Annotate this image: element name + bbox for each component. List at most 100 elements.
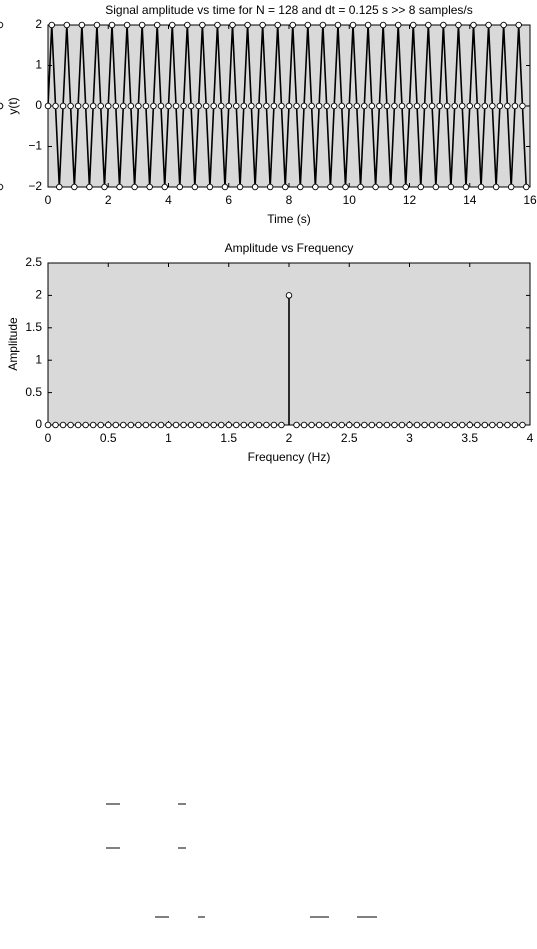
marker (315, 102, 323, 110)
marker (240, 421, 248, 429)
marker (229, 21, 236, 29)
marker (346, 102, 353, 110)
marker (300, 421, 308, 429)
marker (44, 102, 52, 110)
y-tick-label: 2.5 (25, 255, 42, 269)
y-tick-label: 2 (35, 288, 42, 302)
marker (233, 421, 240, 429)
marker (402, 183, 409, 191)
marker (206, 183, 214, 191)
x-tick-label: 4 (165, 193, 172, 207)
marker (210, 102, 217, 110)
marker (436, 421, 443, 429)
marker (255, 421, 263, 429)
x-tick-label: 10 (343, 193, 357, 207)
marker (82, 102, 89, 110)
marker (297, 183, 304, 191)
marker (93, 21, 101, 29)
marker (496, 102, 504, 110)
marker (522, 183, 530, 191)
marker (489, 102, 496, 110)
marker (406, 102, 413, 110)
marker (59, 421, 67, 429)
marker (274, 21, 281, 29)
y-tick-label: 1.5 (25, 320, 42, 334)
marker (101, 183, 108, 191)
marker (489, 421, 496, 429)
marker (67, 102, 74, 110)
marker (263, 102, 270, 110)
y-tick-label: 1 (35, 58, 42, 72)
marker (281, 183, 289, 191)
marker (240, 102, 248, 110)
marker (195, 102, 202, 110)
marker (150, 421, 157, 429)
marker (127, 102, 135, 110)
marker (462, 183, 470, 191)
marker (300, 102, 308, 110)
marker (323, 421, 330, 429)
marker (421, 102, 428, 110)
marker (285, 292, 293, 299)
marker (447, 183, 455, 191)
marker (304, 21, 312, 29)
marker (338, 102, 345, 110)
marker (436, 102, 443, 110)
marker (157, 102, 165, 110)
marker (142, 102, 150, 110)
marker (308, 102, 315, 110)
marker (421, 421, 428, 429)
marker (176, 183, 184, 191)
marker (410, 21, 417, 29)
marker (357, 183, 364, 191)
y-axis-label: y(t) (6, 97, 20, 114)
x-tick-label: 0 (45, 431, 52, 445)
marker (504, 102, 511, 110)
marker (142, 421, 150, 429)
marker (210, 421, 217, 429)
x-tick-label: 3 (406, 431, 413, 445)
x-axis-label: Frequency (Hz) (248, 450, 331, 464)
marker (52, 421, 59, 429)
x-tick-label: 4 (527, 431, 534, 445)
marker (315, 421, 323, 429)
marker (368, 102, 376, 110)
marker (153, 21, 161, 29)
marker (225, 421, 232, 429)
marker (278, 421, 285, 429)
marker (266, 183, 274, 191)
y-tick-label: −1 (28, 139, 42, 153)
marker (0, 21, 4, 29)
x-tick-label: 1 (165, 431, 172, 445)
marker (135, 421, 142, 429)
marker (376, 102, 383, 110)
marker (251, 183, 259, 191)
marker (78, 21, 86, 29)
x-tick-label: 1.5 (220, 431, 237, 445)
marker (383, 421, 391, 429)
marker (519, 421, 526, 429)
marker (293, 102, 300, 110)
overbars (106, 803, 377, 918)
marker (383, 102, 391, 110)
x-tick-label: 0.5 (100, 431, 117, 445)
marker (391, 102, 398, 110)
marker (172, 421, 180, 429)
marker (184, 21, 191, 29)
marker (44, 421, 52, 429)
marker (263, 421, 270, 429)
marker (112, 421, 120, 429)
marker (364, 21, 372, 29)
y-tick-label: 1 (35, 352, 42, 366)
marker (398, 421, 406, 429)
marker (150, 102, 157, 110)
marker (233, 102, 240, 110)
marker (312, 183, 319, 191)
marker (270, 421, 278, 429)
marker (195, 421, 202, 429)
marker (477, 183, 485, 191)
marker (248, 102, 255, 110)
marker (289, 21, 297, 29)
x-tick-label: 12 (403, 193, 417, 207)
